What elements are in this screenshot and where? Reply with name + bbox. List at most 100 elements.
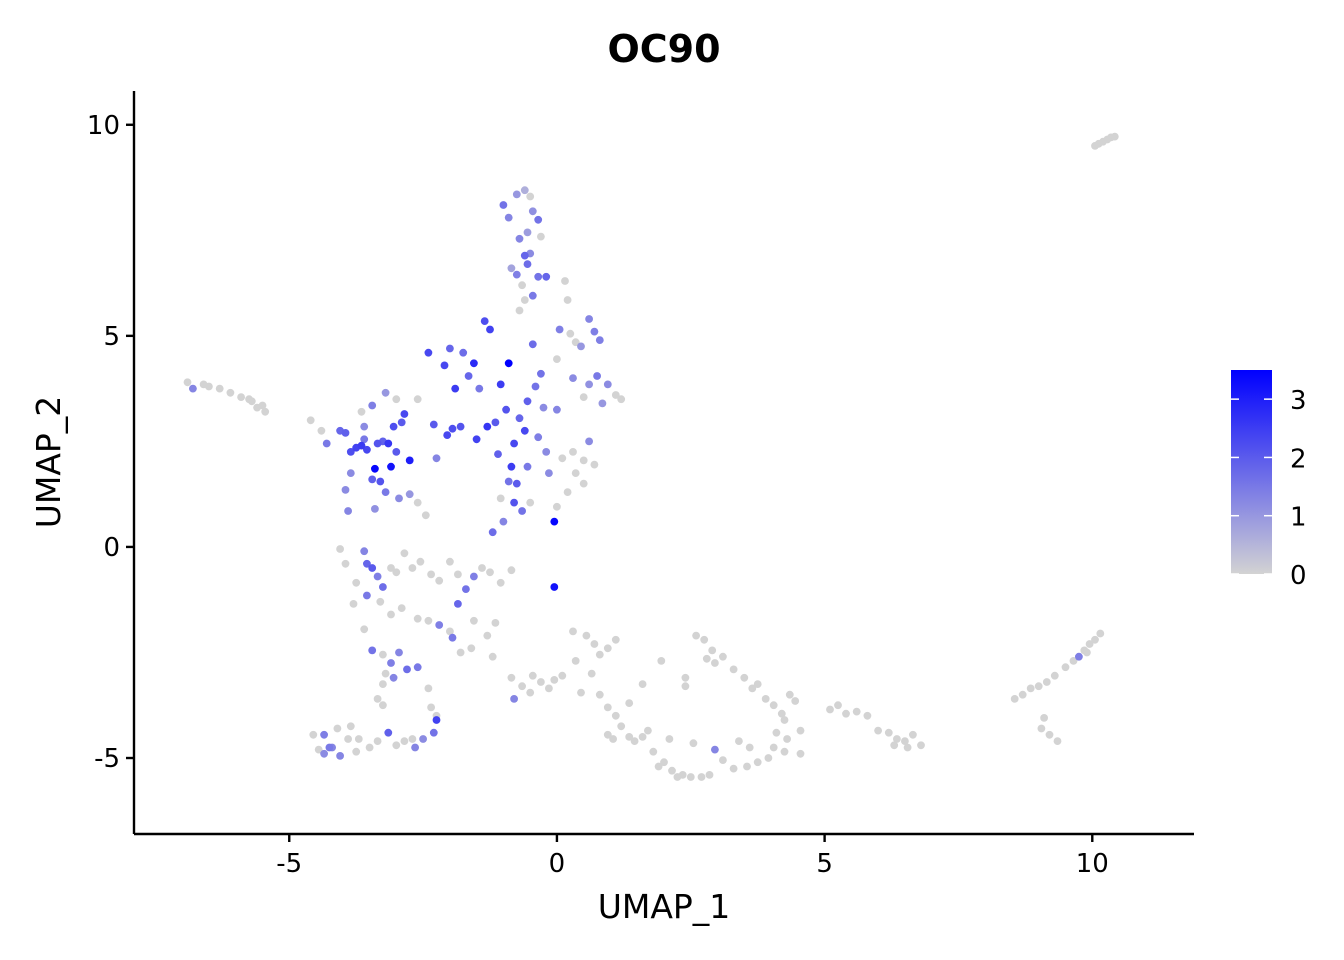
- cell-point: [1010, 695, 1019, 703]
- cell-point: [518, 281, 526, 290]
- cell-point: [1110, 132, 1119, 141]
- cell-point: [413, 395, 422, 404]
- cell-point: [512, 479, 521, 488]
- cell-point: [537, 678, 545, 686]
- cell-point: [553, 355, 561, 363]
- cell-point: [534, 433, 543, 442]
- cell-point: [523, 462, 532, 471]
- cell-point: [344, 507, 352, 515]
- cell-point: [341, 486, 350, 494]
- cell-point: [783, 735, 791, 743]
- cell-point: [421, 511, 430, 520]
- cell-point: [625, 699, 634, 707]
- cell-point: [446, 344, 454, 353]
- cell-point: [502, 405, 510, 414]
- y-tick-label: 10: [87, 111, 120, 141]
- cell-point: [526, 688, 535, 697]
- cell-point: [496, 380, 505, 389]
- cell-point: [528, 671, 537, 680]
- cell-point: [638, 733, 647, 741]
- cell-point: [360, 547, 369, 556]
- color-legend: 0 1 2 3: [1231, 370, 1307, 591]
- cell-point: [363, 559, 371, 568]
- cell-point: [432, 716, 441, 724]
- cell-point: [526, 498, 535, 507]
- cell-point: [523, 260, 532, 268]
- cell-point: [483, 422, 492, 431]
- cell-point: [341, 429, 350, 437]
- cell-point: [609, 735, 617, 743]
- cell-point: [537, 369, 545, 378]
- cell-point: [346, 722, 355, 731]
- cell-point: [571, 338, 580, 347]
- cell-point: [368, 646, 377, 655]
- cell-point: [314, 745, 323, 754]
- cell-point: [796, 726, 805, 735]
- cell-point: [563, 488, 572, 496]
- cell-point: [480, 317, 489, 325]
- cell-point: [496, 578, 505, 587]
- cell-point: [352, 578, 361, 587]
- cell-point: [419, 735, 427, 743]
- cell-point: [387, 564, 395, 572]
- cell-point: [349, 600, 358, 608]
- cell-point: [443, 431, 452, 439]
- cell-point: [780, 716, 789, 724]
- cell-point: [569, 448, 577, 456]
- cell-point: [740, 673, 749, 682]
- cell-point: [595, 690, 604, 699]
- cell-point: [555, 325, 564, 334]
- colorbar-tick-label: 3: [1290, 386, 1307, 416]
- colorbar-gradient: [1231, 370, 1272, 574]
- cell-point: [518, 682, 526, 691]
- cell-point: [454, 600, 462, 608]
- scatter-points: [183, 132, 1119, 781]
- cell-point: [1037, 724, 1046, 733]
- cell-point: [1053, 737, 1062, 745]
- cell-point: [363, 445, 371, 454]
- cell-point: [397, 604, 406, 612]
- cell-point: [520, 186, 529, 195]
- cell-point: [325, 743, 334, 752]
- cell-point: [365, 743, 374, 752]
- cell-point: [587, 669, 596, 678]
- x-axis-title: UMAP_1: [598, 887, 731, 926]
- cell-point: [483, 631, 492, 640]
- cell-point: [526, 192, 535, 201]
- cell-point: [791, 697, 800, 705]
- cell-point: [379, 583, 387, 591]
- cell-point: [424, 348, 433, 357]
- cell-point: [384, 439, 393, 448]
- cell-point: [569, 627, 577, 636]
- cell-point: [579, 456, 588, 465]
- cell-point: [429, 728, 438, 737]
- cell-point: [189, 384, 197, 393]
- cell-point: [510, 695, 518, 703]
- cell-point: [585, 315, 593, 323]
- cell-point: [1096, 629, 1105, 638]
- cell-point: [413, 498, 422, 507]
- cell-point: [462, 585, 470, 593]
- cell-point: [611, 711, 620, 720]
- x-axis-ticks: -5 0 5 10: [276, 834, 1109, 879]
- cell-point: [590, 327, 599, 336]
- cell-point: [368, 475, 377, 484]
- cell-point: [668, 766, 676, 775]
- cell-point: [435, 621, 444, 629]
- cell-point: [371, 505, 379, 513]
- cell-point: [510, 439, 518, 448]
- cell-point: [488, 652, 497, 661]
- y-axis-title: UMAP_2: [29, 396, 68, 529]
- cell-point: [446, 557, 454, 566]
- cell-point: [603, 703, 612, 712]
- cell-point: [534, 272, 543, 281]
- cell-point: [542, 448, 551, 456]
- cell-point: [360, 435, 369, 444]
- cell-point: [686, 773, 695, 781]
- cell-point: [346, 469, 355, 477]
- cell-point: [424, 616, 433, 625]
- cell-point: [341, 559, 350, 568]
- cell-point: [1018, 690, 1027, 699]
- cell-point: [550, 676, 559, 684]
- cell-point: [429, 420, 438, 429]
